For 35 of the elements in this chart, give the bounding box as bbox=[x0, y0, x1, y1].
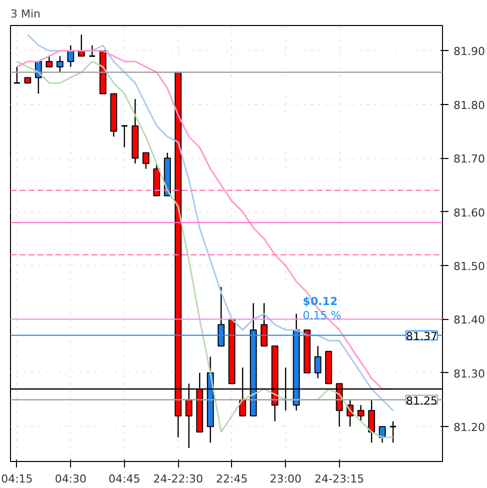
candlestick bbox=[56, 56, 64, 73]
x-tick-label: 04:15 bbox=[1, 472, 33, 486]
y-tick-label: 81.20 bbox=[454, 421, 485, 434]
y-tick-label: 81.50 bbox=[454, 260, 485, 274]
annotation: $0.12 bbox=[302, 294, 338, 308]
candlestick bbox=[67, 44, 74, 68]
x-tick-label: 22:45 bbox=[216, 472, 248, 486]
candlestick bbox=[46, 56, 53, 68]
chart-title: 3 Min bbox=[10, 8, 41, 20]
x-tick-label: 24-23:15 bbox=[314, 472, 364, 486]
y-tick-label: 81.70 bbox=[454, 152, 485, 166]
candlestick bbox=[218, 286, 225, 347]
y-tick-label: 81.60 bbox=[454, 206, 485, 220]
y-tick-label: 81.80 bbox=[454, 98, 485, 112]
y-tick-label: 81.40 bbox=[454, 314, 485, 327]
y-tick-label: 81.90 bbox=[454, 45, 485, 58]
candlestick bbox=[142, 152, 150, 170]
candlestick bbox=[120, 125, 128, 148]
x-tick-label: 24-22:30 bbox=[153, 472, 203, 486]
ref-line-label: 81.25 bbox=[406, 394, 438, 408]
y-tick-label: 81.30 bbox=[454, 367, 485, 380]
candlestick bbox=[389, 420, 397, 444]
ref-line-label: 81.37 bbox=[406, 330, 438, 343]
x-tick-label: 04:45 bbox=[108, 472, 140, 486]
x-tick-label: 04:30 bbox=[54, 472, 87, 486]
candlestick bbox=[260, 302, 268, 347]
candlestick bbox=[378, 426, 386, 444]
annotation: 0.15 % bbox=[302, 308, 342, 322]
line-series bbox=[16, 60, 394, 438]
candlestick bbox=[88, 44, 96, 57]
candlestick bbox=[368, 399, 376, 444]
candlestick bbox=[357, 404, 364, 422]
candlestick bbox=[13, 66, 21, 84]
x-tick-label: 23:00 bbox=[270, 472, 302, 486]
candlestick bbox=[314, 345, 322, 379]
